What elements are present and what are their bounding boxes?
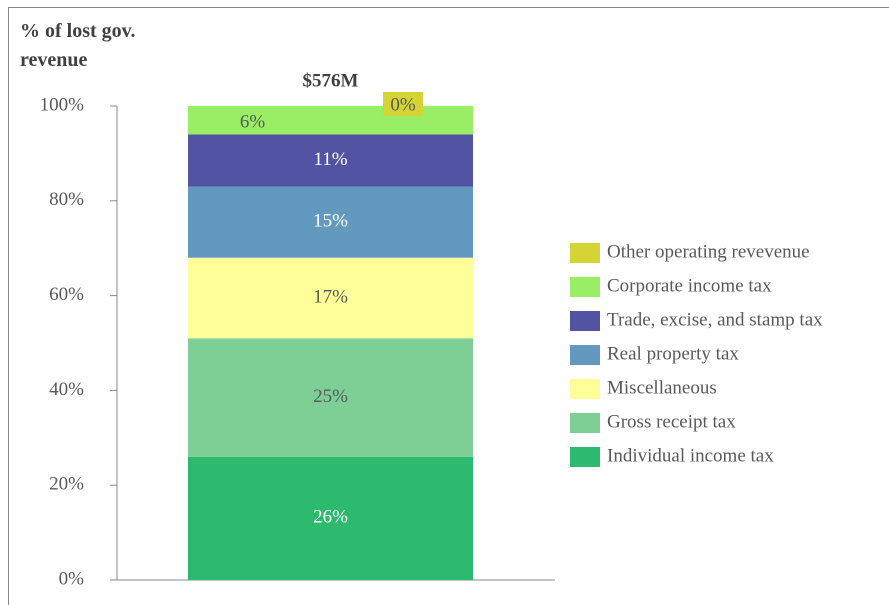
legend-swatch [570, 447, 600, 467]
legend-swatch [570, 413, 600, 433]
data-label: 0% [390, 94, 416, 115]
y-tick-label: 60% [49, 284, 84, 305]
legend-label: Individual income tax [607, 445, 774, 466]
data-label: 26% [313, 507, 348, 528]
legend-label: Gross receipt tax [607, 411, 736, 432]
title-line: revenue [20, 49, 88, 71]
legend-label: Real property tax [607, 343, 739, 364]
legend-label: Trade, excise, and stamp tax [607, 309, 823, 330]
y-tick-label: 20% [49, 474, 84, 495]
bar-segment [188, 338, 473, 457]
legend-label: Corporate income tax [607, 275, 772, 296]
legend-swatch [570, 345, 600, 365]
category-label: $576M [303, 70, 359, 91]
legend-label: Miscellaneous [607, 377, 717, 398]
bar-segment [188, 257, 473, 339]
bar-segment [188, 134, 473, 187]
data-label: 17% [313, 286, 348, 307]
title-line: % of lost gov. [20, 20, 136, 42]
legend-swatch [570, 379, 600, 399]
legend-swatch [570, 243, 600, 263]
y-tick-label: 80% [49, 189, 84, 210]
data-label-bg [383, 92, 423, 116]
chart-title: % of lost gov. revenue [20, 20, 136, 71]
y-tick-label: 40% [49, 379, 84, 400]
bar-segment [188, 456, 473, 580]
data-label: 6% [240, 112, 266, 133]
legend-label: Other operating revevenue [607, 241, 810, 262]
data-label: 11% [313, 149, 347, 170]
legend-swatch [570, 311, 600, 331]
y-tick-label: 100% [40, 94, 85, 115]
data-label: 25% [313, 386, 348, 407]
data-label: 15% [313, 210, 348, 231]
bar-segment [188, 186, 473, 258]
y-tick-label: 0% [59, 568, 85, 589]
bar-segment [188, 106, 473, 135]
legend-swatch [570, 277, 600, 297]
